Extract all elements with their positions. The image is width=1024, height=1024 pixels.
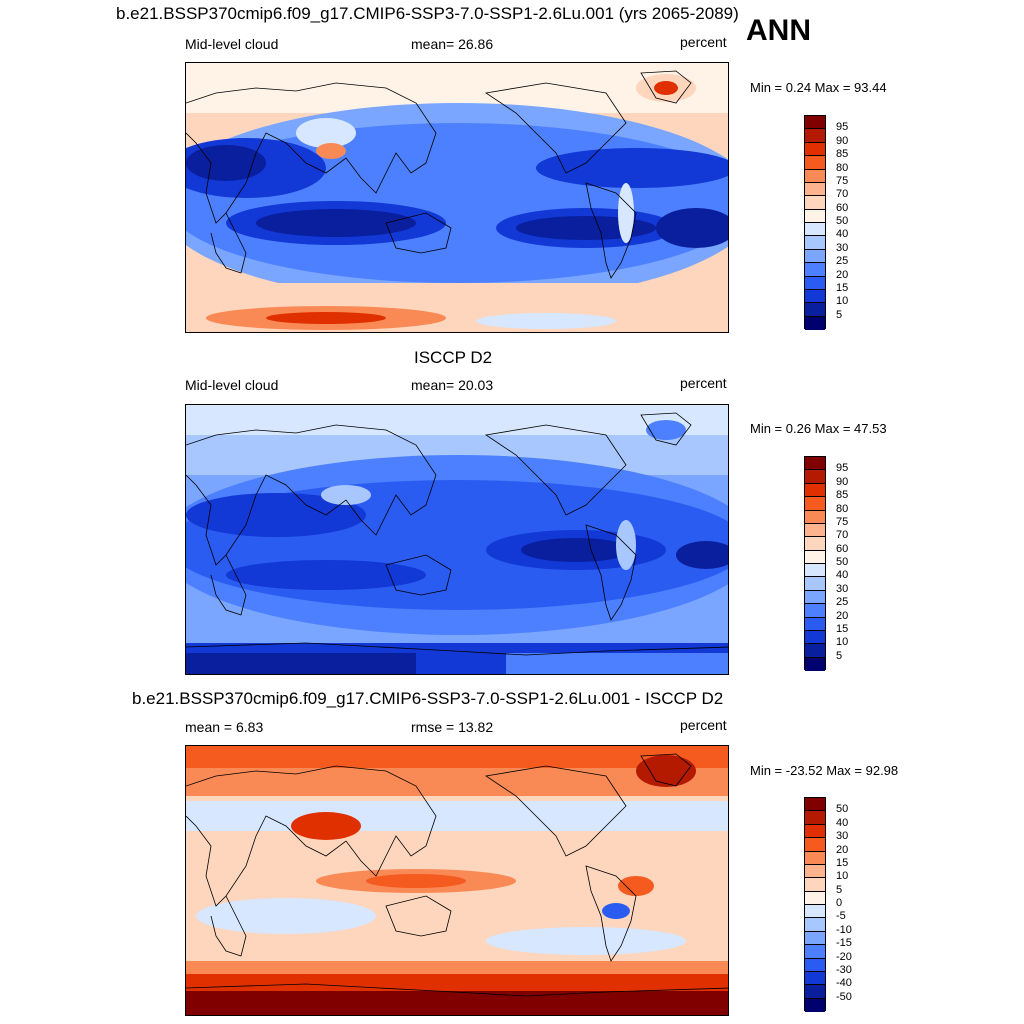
panel3-colorbar-tick: 0 [836, 897, 843, 909]
panel1-colorbar-tick: 40 [836, 228, 849, 241]
panel2-units-label: percent [680, 375, 727, 391]
panel3-colorbar [804, 797, 826, 1012]
p2-low-5 [226, 560, 426, 590]
p3-tropics-2 [366, 874, 466, 888]
panel1-variable-label: Mid-level cloud [185, 36, 279, 52]
season-label: ANN [746, 14, 811, 47]
panel1-colorbar-tick: 15 [836, 281, 849, 294]
p3-sh-1 [196, 898, 376, 934]
p1-andes [618, 183, 634, 243]
p2-high-1 [321, 485, 371, 505]
panel2-colorbar-tick: 80 [836, 502, 849, 515]
panel3-colorbar-tick: -30 [836, 963, 852, 976]
panel3-colorbar-tick: 20 [836, 843, 849, 856]
p1-high-2 [316, 143, 346, 159]
p1-antarctic-2 [266, 312, 386, 324]
panel3-colorbar-tick: 5 [836, 883, 843, 896]
p1-low-cloud-7 [536, 148, 728, 188]
panel2-colorbar-tick: 30 [836, 582, 849, 595]
panel3-title: b.e21.BSSP370cmip6.f09_g17.CMIP6-SSP3-7.… [132, 689, 724, 708]
panel1-colorbar-tick: 50 [836, 215, 849, 227]
p2-antarctic-2 [506, 653, 728, 674]
panel2-colorbar [804, 456, 826, 671]
panel2-colorbar-tick: 10 [836, 636, 849, 649]
figure-title: b.e21.BSSP370cmip6.f09_g17.CMIP6-SSP3-7.… [116, 4, 739, 23]
panel1-colorbar-tick: 95 [836, 121, 849, 134]
panel1-colorbar-tick: 85 [836, 148, 849, 161]
panel2-colorbar-tick: 95 [836, 462, 849, 475]
p2-arctic-band [186, 405, 728, 435]
panel2-variable-label: Mid-level cloud [185, 377, 279, 393]
panel2-colorbar-tick: 60 [836, 542, 849, 555]
p1-coastlines [186, 70, 692, 279]
p2-coastlines [186, 412, 728, 656]
panel2-minmax: Min = 0.26 Max = 47.53 [750, 421, 887, 436]
panel1-colorbar-tick: 10 [836, 295, 849, 308]
panel3-colorbar-tick: 40 [836, 816, 849, 829]
p3-asia [291, 812, 361, 840]
panel2-colorbar-tick: 70 [836, 529, 849, 542]
panel2-colorbar-tick: 5 [836, 649, 843, 662]
panel3-diff-map [185, 745, 729, 1016]
p1-low-cloud-8 [656, 208, 728, 248]
panel1-colorbar-tick: 80 [836, 161, 849, 174]
panel2-mean-label: mean= 20.03 [411, 377, 494, 393]
p1-low-cloud-2 [186, 145, 266, 181]
p3-antarctic [186, 991, 728, 1015]
panel2-colorbar-tick: 85 [836, 489, 849, 502]
p3-sh-2 [486, 927, 686, 955]
p3-arctic-2 [186, 746, 728, 768]
p2-low-4 [676, 541, 728, 569]
p1-low-cloud-4 [256, 209, 416, 237]
panel1-colorbar-tick: 90 [836, 134, 849, 147]
panel2-colorbar-tick: 50 [836, 556, 849, 568]
p2-antarctic-core [186, 653, 416, 674]
panel3-units-label: percent [680, 717, 727, 733]
panel3-colorbar-tick: 10 [836, 870, 849, 883]
panel1-colorbar-tick: 60 [836, 201, 849, 214]
p3-midlat-band [186, 801, 728, 831]
panel2-title: ISCCP D2 [414, 348, 493, 367]
panel3-colorbar-tick: -20 [836, 950, 852, 963]
panel1-colorbar-tick: 70 [836, 188, 849, 201]
panel3-colorbar-tick: -50 [836, 990, 852, 1003]
panel3-colorbar-tick: 50 [836, 803, 849, 816]
panel1-colorbar-tick: 30 [836, 241, 849, 254]
panel3-colorbar-tick: 30 [836, 830, 849, 843]
panel1-colorbar-tick: 75 [836, 174, 849, 187]
panel3-mean-label: mean = 6.83 [185, 719, 264, 735]
panel1-colorbar-tick: 20 [836, 268, 849, 281]
panel3-colorbar-tick: 15 [836, 856, 849, 869]
panel2-obs-map [185, 404, 729, 675]
panel2-colorbar-tick: 40 [836, 569, 849, 582]
p2-greenland [646, 420, 686, 440]
panel1-mean-label: mean= 26.86 [411, 36, 494, 52]
p3-andes [602, 903, 630, 919]
panel2-colorbar-tick: 75 [836, 515, 849, 528]
panel3-minmax: Min = -23.52 Max = 92.98 [750, 763, 899, 778]
panel1-colorbar-tick: 5 [836, 308, 843, 321]
panel2-colorbar-tick: 90 [836, 475, 849, 488]
panel2-colorbar-tick: 20 [836, 609, 849, 622]
panel1-minmax: Min = 0.24 Max = 93.44 [750, 80, 887, 95]
panel2-colorbar-tick: 15 [836, 622, 849, 635]
panel1-colorbar [804, 115, 826, 330]
panel1-units-label: percent [680, 34, 727, 50]
p2-low-3 [521, 538, 631, 562]
panel1-model-map [185, 62, 729, 333]
panel1-colorbar-tick: 25 [836, 255, 849, 268]
p1-high-1 [296, 118, 356, 148]
panel3-colorbar-tick: -10 [836, 923, 852, 936]
p1-greenland-core [654, 81, 678, 95]
p3-coastlines [186, 753, 728, 997]
p2-low-1 [186, 493, 366, 537]
panel2-colorbar-tick: 25 [836, 596, 849, 609]
p1-antarctic-3 [476, 313, 616, 329]
panel3-rmse-label: rmse = 13.82 [411, 719, 494, 735]
panel3-colorbar-tick: -40 [836, 977, 852, 990]
panel3-colorbar-tick: -15 [836, 937, 852, 950]
panel3-colorbar-tick: -5 [836, 910, 846, 923]
p3-amazon [618, 876, 654, 896]
